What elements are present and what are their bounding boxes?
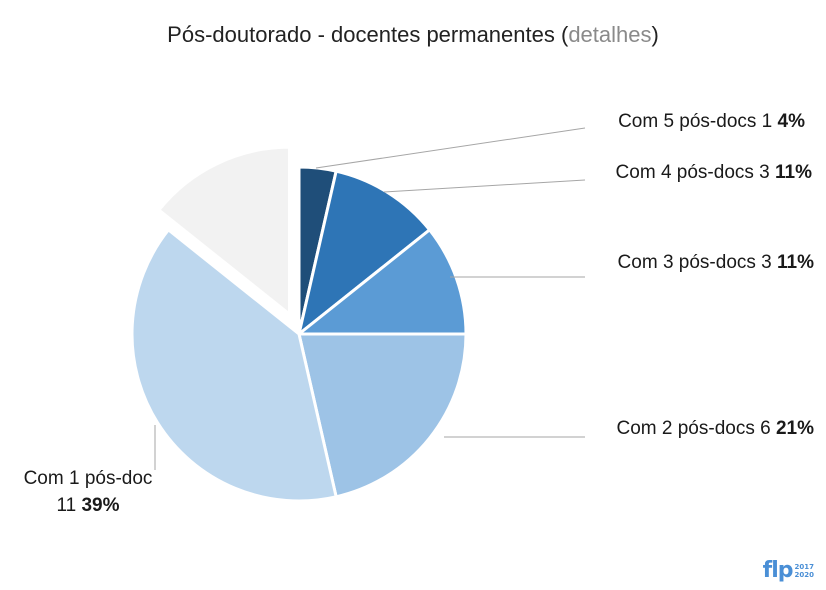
chart-title: Pós-doutorado - docentes permanentes (de…	[0, 22, 826, 48]
slice-label-percent: 11%	[777, 252, 814, 273]
slice-labels: Com 5 pós-docs 1 4%Com 4 pós-docs 3 11%C…	[24, 111, 815, 516]
slice-label-2: Com 4 pós-docs 3 11%	[616, 162, 813, 183]
details-link[interactable]: detalhes	[568, 22, 652, 47]
slice-label-name: Com 2 pós-docs 6	[617, 418, 776, 439]
pie-slice-3[interactable]	[294, 227, 468, 336]
flp-logo-mark: flp	[762, 558, 794, 583]
title-paren-open: (	[554, 22, 569, 47]
slice-label-percent: 11%	[775, 162, 812, 183]
leader-lines	[154, 127, 586, 470]
leader-line-2	[383, 179, 586, 193]
slice-label-percent: 4%	[778, 111, 806, 132]
slice-label-name: Com 4 pós-docs 3	[616, 162, 775, 183]
pie-slice-unlabeled[interactable]	[156, 145, 291, 318]
slice-label-percent: 21%	[776, 418, 814, 439]
chart-title-text: Pós-doutorado - docentes permanentes	[167, 22, 555, 47]
slice-label-1: Com 5 pós-docs 1 4%	[618, 111, 805, 132]
slice-label-percent: 39%	[81, 495, 119, 516]
slice-label-name: Com 5 pós-docs 1	[618, 111, 777, 132]
logo-year-end: 2020	[794, 571, 814, 579]
slice-label-name: Com 3 pós-docs 3	[618, 252, 777, 273]
slice-label-3: Com 3 pós-docs 3 11%	[618, 252, 815, 273]
title-paren-close: )	[651, 22, 659, 47]
slice-label-name: Com 1 pós-doc	[24, 468, 153, 489]
slice-label-4: Com 2 pós-docs 6 21%	[617, 418, 815, 439]
pie-slices	[130, 145, 468, 503]
leader-line-1	[315, 127, 586, 169]
pie-slice-5[interactable]	[130, 227, 338, 503]
slice-label-count: 11	[56, 495, 81, 516]
flp-logo: flp 2017 2020	[763, 560, 814, 582]
slice-label-5: Com 1 pós-doc 11 39%	[24, 468, 153, 516]
flp-logo-years: 2017 2020	[795, 563, 814, 579]
pie-slice-4[interactable]	[297, 332, 468, 499]
pie-slice-2[interactable]	[296, 169, 432, 338]
logo-year-start: 2017	[794, 563, 814, 571]
